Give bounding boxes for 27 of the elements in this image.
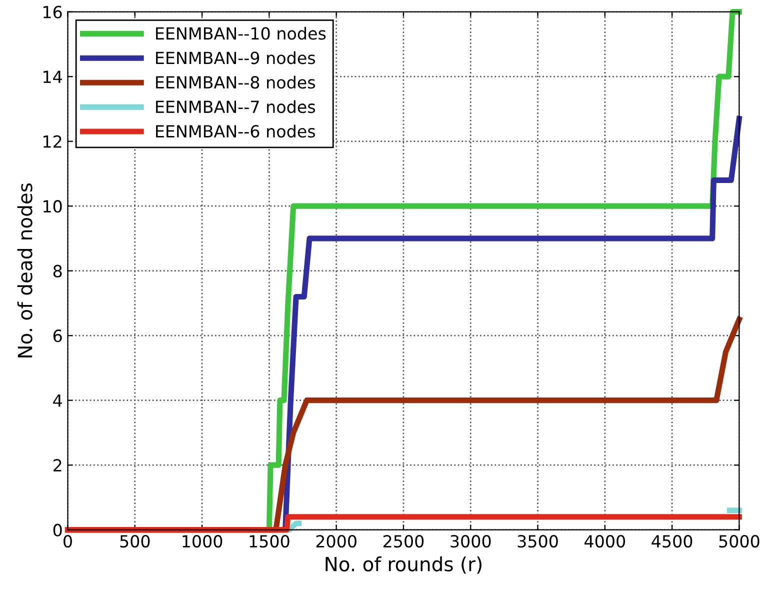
y-tick-label: 10 <box>44 200 62 213</box>
legend-label: EENMBAN--9 nodes <box>156 51 316 64</box>
x-tick-label: 2000 <box>316 534 356 548</box>
y-tick-label: 8 <box>53 264 62 278</box>
y-tick-label: 6 <box>53 330 62 342</box>
x-tick-label: 4500 <box>652 534 692 548</box>
x-axis-title: No. of rounds (r) <box>326 556 482 574</box>
y-axis-title: No. of dead nodes <box>17 183 32 358</box>
x-tick-label: 4000 <box>584 534 626 548</box>
x-tick-label: 3000 <box>450 534 491 548</box>
y-tick-label: 2 <box>54 459 62 472</box>
x-tick-label: 1000 <box>182 534 222 548</box>
y-tick-label: 14 <box>44 70 62 83</box>
legend-label: EENMBAN--7 nodes <box>156 100 316 114</box>
legend-label: EENMBAN--10 nodes <box>156 26 326 40</box>
x-tick-label: 2500 <box>383 534 424 548</box>
x-tick-label: 500 <box>120 534 150 548</box>
y-tick-label: 16 <box>44 6 62 18</box>
x-tick-label: 3500 <box>518 534 558 548</box>
y-tick-label: 0 <box>53 524 62 536</box>
x-tick-label: 1500 <box>250 534 290 548</box>
legend-label: EENMBAN--8 nodes <box>156 76 316 89</box>
x-tick-label: 5000 <box>719 534 760 548</box>
legend-label: EENMBAN--6 nodes <box>156 124 316 138</box>
y-tick-label: 12 <box>44 135 62 148</box>
x-tick-label: 0 <box>64 534 72 548</box>
y-tick-label: 4 <box>53 394 62 407</box>
